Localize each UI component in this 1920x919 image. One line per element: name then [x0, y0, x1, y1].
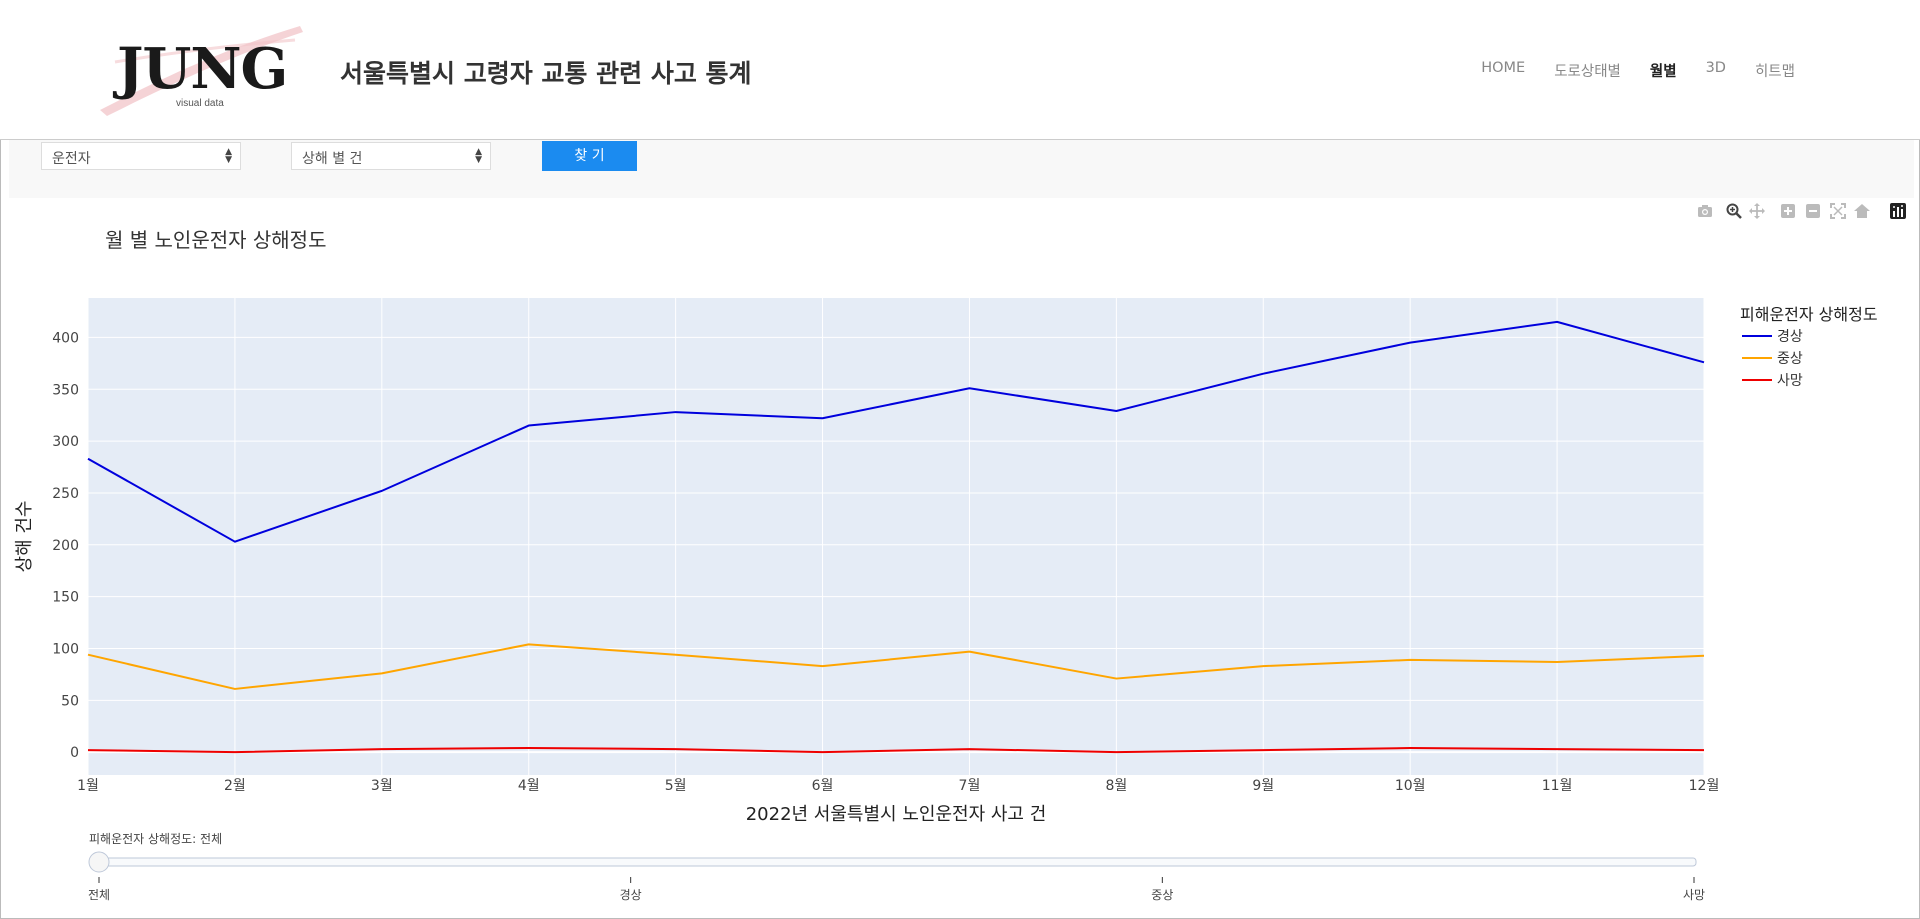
legend-item[interactable]: 경상 — [1777, 329, 1803, 345]
y-tick-label: 250 — [52, 486, 79, 502]
x-tick-labels: 1월 2월 3월 4월 5월 6월 7월 8월 9월 10월 11월 12월 — [77, 778, 1719, 794]
y-tick-labels: 0 50 100 150 200 250 300 350 400 — [52, 330, 79, 761]
slider-rail[interactable] — [91, 857, 1697, 867]
filter-bar: 운전자 ▲ ▼ 상해 별 건 ▲ ▼ 찾 기 — [9, 140, 1914, 198]
nav-heatmap[interactable]: 히트맵 — [1754, 64, 1795, 80]
slider-handle[interactable] — [88, 851, 110, 873]
plotly-logo-icon[interactable] — [1889, 202, 1907, 220]
legend-title: 피해운전자 상해정도 — [1740, 305, 1878, 324]
y-tick-label: 400 — [52, 330, 79, 346]
nav-3d[interactable]: 3D — [1705, 60, 1726, 76]
y-tick-label: 150 — [52, 590, 79, 606]
series-line[interactable] — [87, 320, 1705, 543]
y-tick-label: 100 — [52, 641, 79, 657]
series-line[interactable] — [87, 643, 1705, 690]
site-header: JUNG visual data 서울특별시 고령자 교통 관련 사고 통계 H… — [0, 0, 1920, 140]
logo-subtitle: visual data — [176, 98, 224, 109]
x-tick-label: 11월 — [1542, 778, 1573, 794]
logo-swash-icon — [100, 26, 303, 116]
x-tick-label: 1월 — [77, 778, 99, 794]
slider-current-label: 피해운전자 상해정도: 전체 — [89, 832, 222, 846]
x-tick-label: 6월 — [812, 778, 834, 794]
legend-item[interactable]: 중상 — [1777, 351, 1803, 367]
select-arrow-icon: ▲ ▼ — [475, 147, 482, 165]
main-nav: HOME 도로상태별 월별 3D 히트맵 — [1481, 60, 1795, 81]
x-tick-label: 4월 — [518, 778, 540, 794]
series-line[interactable] — [87, 747, 1705, 754]
find-button[interactable]: 찾 기 — [542, 141, 637, 171]
logo-text: JUNG — [117, 36, 288, 102]
series-lines — [87, 320, 1705, 754]
nav-home[interactable]: HOME — [1481, 60, 1526, 76]
slider-step-label[interactable]: 중상 — [1151, 888, 1173, 902]
zoom-in-icon[interactable] — [1779, 202, 1797, 220]
x-tick-label: 12월 — [1689, 778, 1720, 794]
injury-select-value: 상해 별 건 — [302, 151, 363, 167]
site-logo[interactable]: JUNG visual data — [95, 22, 305, 122]
nav-monthly[interactable]: 월별 — [1649, 64, 1677, 80]
nav-road-condition[interactable]: 도로상태별 — [1554, 64, 1621, 80]
x-tick-label: 3월 — [371, 778, 393, 794]
x-tick-label: 5월 — [665, 778, 687, 794]
x-tick-label: 8월 — [1105, 778, 1127, 794]
y-axis-title: 상해 건수 — [14, 501, 35, 573]
y-tick-label: 200 — [52, 538, 79, 554]
reset-axes-icon[interactable] — [1853, 202, 1871, 220]
x-tick-label: 10월 — [1395, 778, 1426, 794]
slider-step-label[interactable]: 전체 — [88, 888, 110, 902]
page-title: 서울특별시 고령자 교통 관련 사고 통계 — [340, 59, 752, 88]
y-tick-label: 300 — [52, 434, 79, 450]
driver-select[interactable]: 운전자 ▲ ▼ — [41, 142, 241, 170]
slider-step-label[interactable]: 사망 — [1683, 888, 1705, 902]
slider-steps: 전체 경상 중상 사망 — [88, 877, 1705, 902]
camera-icon[interactable] — [1696, 202, 1714, 220]
x-tick-label: 9월 — [1252, 778, 1274, 794]
driver-select-value: 운전자 — [52, 151, 91, 167]
x-axis-title: 2022년 서울특별시 노인운전자 사고 건 — [746, 804, 1047, 825]
zoom-icon[interactable] — [1725, 202, 1743, 220]
y-tick-label: 350 — [52, 382, 79, 398]
autoscale-icon[interactable] — [1829, 202, 1847, 220]
plot-area[interactable] — [88, 298, 1704, 775]
injury-select[interactable]: 상해 별 건 ▲ ▼ — [291, 142, 491, 170]
legend-item[interactable]: 사망 — [1777, 373, 1803, 389]
pan-icon[interactable] — [1748, 202, 1766, 220]
x-tick-label: 2월 — [224, 778, 246, 794]
x-tick-label: 7월 — [959, 778, 981, 794]
select-arrow-icon: ▲ ▼ — [225, 147, 232, 165]
chart-title: 월 별 노인운전자 상해정도 — [105, 228, 326, 252]
y-tick-label: 0 — [70, 745, 79, 761]
grid-lines — [87, 298, 1705, 775]
slider-step-label[interactable]: 경상 — [620, 888, 642, 902]
y-tick-label: 50 — [61, 693, 79, 709]
zoom-out-icon[interactable] — [1804, 202, 1822, 220]
